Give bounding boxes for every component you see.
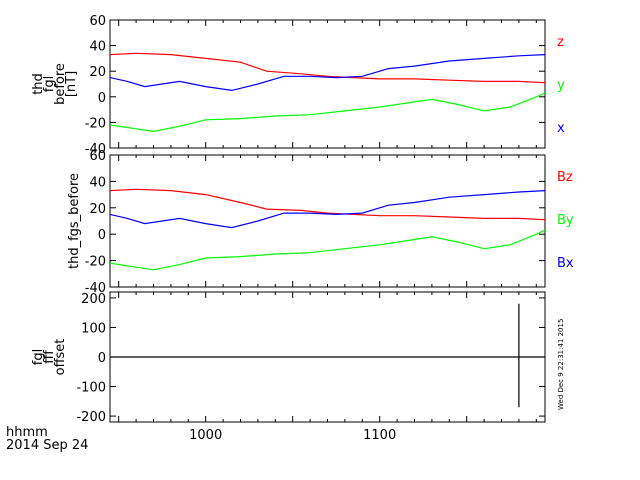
panels: -40-200204060thdfglbefore[nT]zyx-40-2002… — [31, 14, 574, 443]
series-line-x — [109, 54, 546, 92]
side-stamp: Wed Dec 9 22:31:41 2015 — [557, 319, 565, 410]
legend-Bx: Bx — [557, 256, 574, 271]
series-line-z — [109, 52, 546, 84]
y-tick-label: -40 — [85, 142, 106, 157]
y-tick-label: -100 — [76, 381, 106, 396]
y-tick-label: 20 — [89, 65, 106, 80]
y-tick-label: 0 — [98, 351, 106, 366]
y-axis-label: offset — [53, 339, 68, 376]
legend-x: x — [557, 121, 565, 136]
y-tick-label: 60 — [89, 14, 106, 29]
y-axis-label: [nT] — [64, 71, 79, 97]
y-tick-label: 20 — [89, 202, 106, 217]
legend-y: y — [557, 78, 565, 93]
y-axis-label: thd — [31, 73, 46, 95]
y-axis-label: thd_fgs_before — [67, 173, 82, 269]
y-tick-label: 200 — [81, 292, 106, 307]
panel-frame — [109, 154, 546, 288]
legend-By: By — [557, 213, 574, 228]
legend-z: z — [557, 35, 564, 50]
x-axis-label: hhmm — [6, 425, 48, 440]
series-line-Bz — [109, 188, 546, 221]
y-tick-label: 40 — [89, 175, 106, 190]
y-axis-label: fgl — [31, 349, 46, 365]
x-tick-label: 1100 — [363, 428, 396, 443]
y-tick-label: -20 — [85, 116, 106, 131]
y-tick-label: 0 — [98, 91, 106, 106]
date-label: 2014 Sep 24 — [6, 438, 88, 453]
y-axis-label: before — [53, 63, 68, 105]
y-tick-label: -200 — [76, 410, 106, 425]
series-line-By — [109, 229, 546, 271]
panel-2: -40 -20 0 20 40 60 thd_fgs_before Bz By Bx — [67, 149, 574, 296]
y-axis-label: fff — [42, 350, 57, 364]
y-tick-label: 60 — [89, 149, 106, 164]
x-tick-label: 1000 — [189, 428, 222, 443]
panel-frame — [109, 19, 546, 149]
y-axis-label: fgl — [42, 76, 57, 92]
series-line-y — [109, 92, 546, 133]
y-tick-label: 40 — [89, 40, 106, 55]
y-tick-label: -40 — [85, 281, 106, 296]
y-tick-label: 100 — [81, 321, 106, 336]
legend-Bz: Bz — [557, 170, 573, 185]
y-tick-label: 0 — [98, 228, 106, 243]
y-tick-label: -20 — [85, 255, 106, 270]
series-line-Bx — [109, 190, 546, 229]
series-line-offset — [110, 303, 545, 408]
